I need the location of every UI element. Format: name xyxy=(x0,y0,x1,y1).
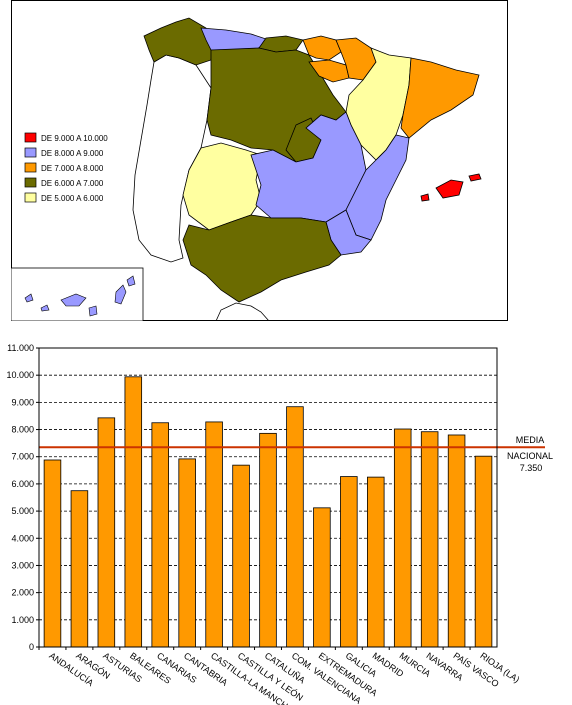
legend-swatch xyxy=(24,132,37,143)
region-canarias-islands xyxy=(24,275,136,317)
bar xyxy=(97,417,116,648)
bar xyxy=(286,406,304,648)
reference-label-value: 7.350 xyxy=(520,463,543,473)
region-cataluna xyxy=(400,57,480,139)
y-tick-label: 9.000 xyxy=(11,397,34,407)
region-baleares-ibiza xyxy=(420,193,430,202)
legend-swatch xyxy=(24,192,37,203)
y-tick-label: 4.000 xyxy=(11,533,34,543)
bar xyxy=(151,422,169,648)
portugal-outline xyxy=(132,54,212,263)
y-tick-label: 5.000 xyxy=(11,506,34,516)
africa-coast xyxy=(215,302,270,321)
bar xyxy=(124,376,143,648)
bar-chart: MEDIA NACIONAL 7.350 0 1.000 2.000 3.000 4.000… xyxy=(6,343,553,705)
y-tick-label: 11.000 xyxy=(7,343,34,353)
bar xyxy=(205,421,223,648)
x-category-labels: ANDALUCÍAARAGÓNASTURIASBALEARESCANARIASC… xyxy=(47,650,521,705)
bar xyxy=(232,464,250,648)
bar xyxy=(393,428,412,648)
grid-lines xyxy=(39,374,497,621)
bar xyxy=(178,458,196,648)
y-tick-label: 1.000 xyxy=(11,615,34,625)
y-tick-label: 6.000 xyxy=(11,479,34,489)
spain-choropleth-map: DE 9.000 A 10.000 DE 8.000 A 9.000 DE 7.00… xyxy=(11,0,508,321)
legend-label: DE 5.000 A 6.000 xyxy=(41,194,104,203)
y-tick-label: 10.000 xyxy=(6,370,34,380)
bar xyxy=(70,490,89,648)
region-andalucia xyxy=(182,214,342,303)
bar xyxy=(259,432,277,648)
bar xyxy=(43,459,62,648)
region-baleares xyxy=(435,179,464,199)
legend-label: DE 9.000 A 10.000 xyxy=(41,134,108,143)
reference-label-media: MEDIA xyxy=(516,435,545,445)
y-tick-label: 0 xyxy=(29,642,34,652)
region-com-valenciana xyxy=(345,134,410,241)
bars xyxy=(43,376,493,648)
y-tick-label: 2.000 xyxy=(11,588,34,598)
legend-swatch xyxy=(24,177,37,188)
reference-line-group: MEDIA NACIONAL 7.350 xyxy=(39,435,553,473)
plot-frame xyxy=(38,347,498,648)
region-baleares-minorca xyxy=(468,173,482,182)
bar xyxy=(340,476,358,648)
legend-label: DE 6.000 A 7.000 xyxy=(41,179,104,188)
legend-swatch xyxy=(24,147,37,158)
legend-label: DE 7.000 A 8.000 xyxy=(41,164,104,173)
y-tick-label: 8.000 xyxy=(11,425,34,435)
legend-label: DE 8.000 A 9.000 xyxy=(41,149,104,158)
legend-swatch xyxy=(24,162,37,173)
y-tick-label: 7.000 xyxy=(11,452,34,462)
reference-label-nacional: NACIONAL xyxy=(507,451,553,461)
bar xyxy=(367,476,385,648)
bar xyxy=(474,455,493,648)
y-tick-labels: 0 1.000 2.000 3.000 4.000 5.000 6.000 7.000 8.00… xyxy=(6,343,34,652)
bar xyxy=(420,431,439,648)
y-tick-label: 3.000 xyxy=(11,560,34,570)
bar xyxy=(313,507,331,648)
region-pais-vasco xyxy=(302,35,342,61)
map-legend: DE 9.000 A 10.000 DE 8.000 A 9.000 DE 7.00… xyxy=(24,132,108,203)
bar xyxy=(447,434,466,648)
axes xyxy=(36,347,498,650)
